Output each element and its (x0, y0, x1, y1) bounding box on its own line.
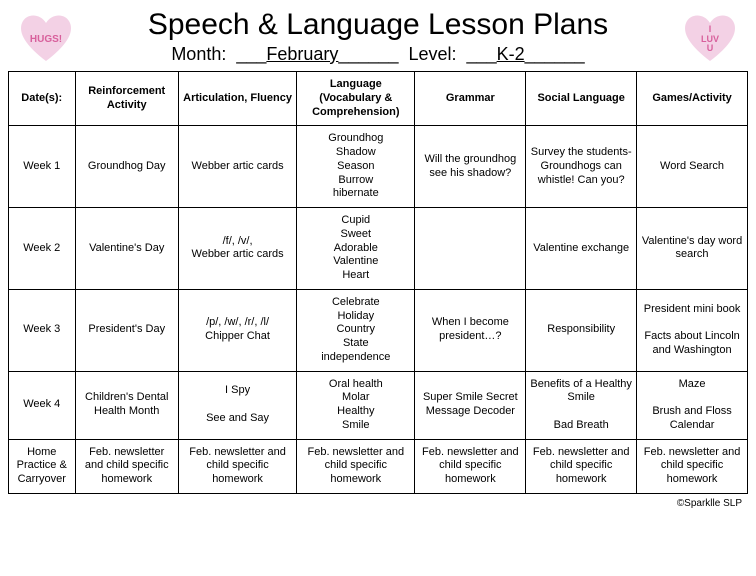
cell-social: Valentine exchange (526, 208, 637, 290)
title-block: Speech & Language Lesson Plans Month: __… (76, 4, 680, 71)
cell-games: President mini book Facts about Lincoln … (637, 289, 748, 371)
cell-social: Responsibility (526, 289, 637, 371)
page-title: Speech & Language Lesson Plans (76, 8, 680, 42)
cell-articulation: I Spy See and Say (178, 371, 296, 439)
cell-date: Week 3 (9, 289, 76, 371)
cell-games: Valentine's day word search (637, 208, 748, 290)
col-header-social: Social Language (526, 72, 637, 126)
cell-reinforcement: Groundhog Day (75, 126, 178, 208)
cell-language: Oral health Molar Healthy Smile (297, 371, 415, 439)
table-row: Week 1 Groundhog Day Webber artic cards … (9, 126, 748, 208)
table-row: Week 3 President's Day /p/, /w/, /r/, /l… (9, 289, 748, 371)
table-row: Home Practice & Carryover Feb. newslette… (9, 439, 748, 493)
col-header-articulation: Articulation, Fluency (178, 72, 296, 126)
page-subhead: Month: ___February______ Level: ___K-2__… (76, 44, 680, 65)
cell-date: Week 1 (9, 126, 76, 208)
month-value: February (266, 44, 338, 64)
cell-games: Maze Brush and Floss Calendar (637, 371, 748, 439)
cell-games: Feb. newsletter and child specific homew… (637, 439, 748, 493)
cell-games: Word Search (637, 126, 748, 208)
cell-reinforcement: Feb. newsletter and child specific homew… (75, 439, 178, 493)
cell-articulation: Feb. newsletter and child specific homew… (178, 439, 296, 493)
cell-language: Cupid Sweet Adorable Valentine Heart (297, 208, 415, 290)
cell-grammar: Feb. newsletter and child specific homew… (415, 439, 526, 493)
heart-left-icon: HUGS! (16, 11, 76, 65)
col-header-reinforcement: Reinforcement Activity (75, 72, 178, 126)
cell-reinforcement: Children's Dental Health Month (75, 371, 178, 439)
cell-date: Week 4 (9, 371, 76, 439)
cell-language: Celebrate Holiday Country State independ… (297, 289, 415, 371)
table-row: Week 2 Valentine's Day /f/, /v/, Webber … (9, 208, 748, 290)
level-label: Level: (409, 44, 457, 64)
footer-credit: ©Sparklle SLP (8, 494, 748, 509)
cell-date: Home Practice & Carryover (9, 439, 76, 493)
cell-social: Feb. newsletter and child specific homew… (526, 439, 637, 493)
cell-grammar: When I become president…? (415, 289, 526, 371)
table-row: Week 4 Children's Dental Health Month I … (9, 371, 748, 439)
month-label: Month: (171, 44, 226, 64)
cell-reinforcement: President's Day (75, 289, 178, 371)
cell-grammar: Super Smile Secret Message Decoder (415, 371, 526, 439)
cell-reinforcement: Valentine's Day (75, 208, 178, 290)
table-header-row: Date(s): Reinforcement Activity Articula… (9, 72, 748, 126)
col-header-grammar: Grammar (415, 72, 526, 126)
cell-articulation: /f/, /v/, Webber artic cards (178, 208, 296, 290)
heart-right-text: I LUV U (701, 21, 719, 55)
cell-articulation: Webber artic cards (178, 126, 296, 208)
cell-social: Survey the students- Groundhogs can whis… (526, 126, 637, 208)
table-body: Week 1 Groundhog Day Webber artic cards … (9, 126, 748, 494)
cell-date: Week 2 (9, 208, 76, 290)
cell-grammar: Will the groundhog see his shadow? (415, 126, 526, 208)
lesson-plan-page: HUGS! Speech & Language Lesson Plans Mon… (0, 0, 756, 513)
heart-left-text: HUGS! (30, 31, 62, 45)
col-header-language: Language (Vocabulary & Comprehension) (297, 72, 415, 126)
cell-language: Feb. newsletter and child specific homew… (297, 439, 415, 493)
cell-social: Benefits of a Healthy Smile Bad Breath (526, 371, 637, 439)
lesson-plan-table: Date(s): Reinforcement Activity Articula… (8, 71, 748, 494)
cell-articulation: /p/, /w/, /r/, /l/ Chipper Chat (178, 289, 296, 371)
cell-language: Groundhog Shadow Season Burrow hibernate (297, 126, 415, 208)
col-header-dates: Date(s): (9, 72, 76, 126)
heart-right-icon: I LUV U (680, 11, 740, 65)
col-header-games: Games/Activity (637, 72, 748, 126)
level-value: K-2 (497, 44, 525, 64)
cell-grammar (415, 208, 526, 290)
page-header: HUGS! Speech & Language Lesson Plans Mon… (8, 4, 748, 71)
